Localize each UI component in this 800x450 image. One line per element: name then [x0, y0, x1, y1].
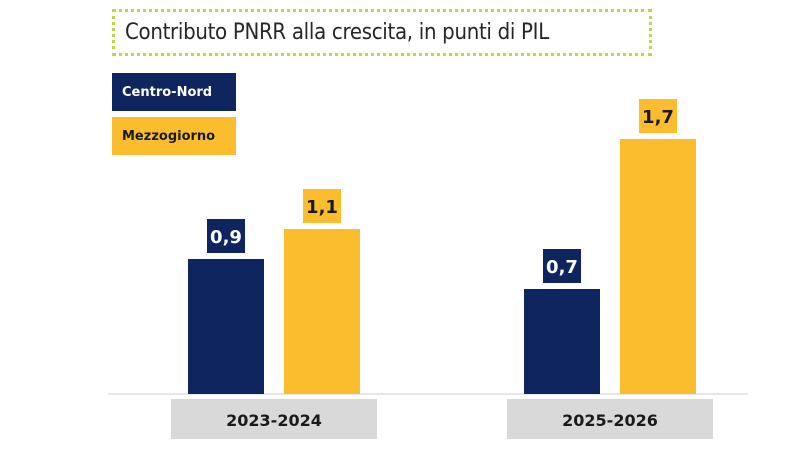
legend-item-centro-nord: Centro-Nord: [112, 73, 236, 111]
bar: [284, 229, 360, 394]
bar: [188, 259, 264, 394]
category-box: [171, 399, 377, 439]
category-label: 2023-2024: [226, 411, 322, 430]
data-label-box: [207, 219, 245, 253]
data-label-box: [303, 189, 341, 223]
data-label: 1,1: [306, 197, 338, 218]
legend-label-centro-nord: Centro-Nord: [122, 84, 213, 100]
category-box: [507, 399, 713, 439]
legend-label-mezzogiorno: Mezzogiorno: [122, 128, 216, 144]
bar: [620, 139, 696, 394]
data-label: 0,9: [210, 227, 242, 248]
data-label: 0,7: [546, 257, 578, 278]
chart-title-box: Contributo PNRR alla crescita, in punti …: [112, 9, 652, 56]
data-label-box: [543, 249, 581, 283]
chart-title: Contributo PNRR alla crescita, in punti …: [125, 20, 549, 45]
data-label-box: [639, 99, 677, 133]
bar: [524, 289, 600, 394]
category-label: 2025-2026: [562, 411, 658, 430]
data-label: 1,7: [642, 107, 674, 128]
legend-item-mezzogiorno: Mezzogiorno: [112, 117, 236, 155]
